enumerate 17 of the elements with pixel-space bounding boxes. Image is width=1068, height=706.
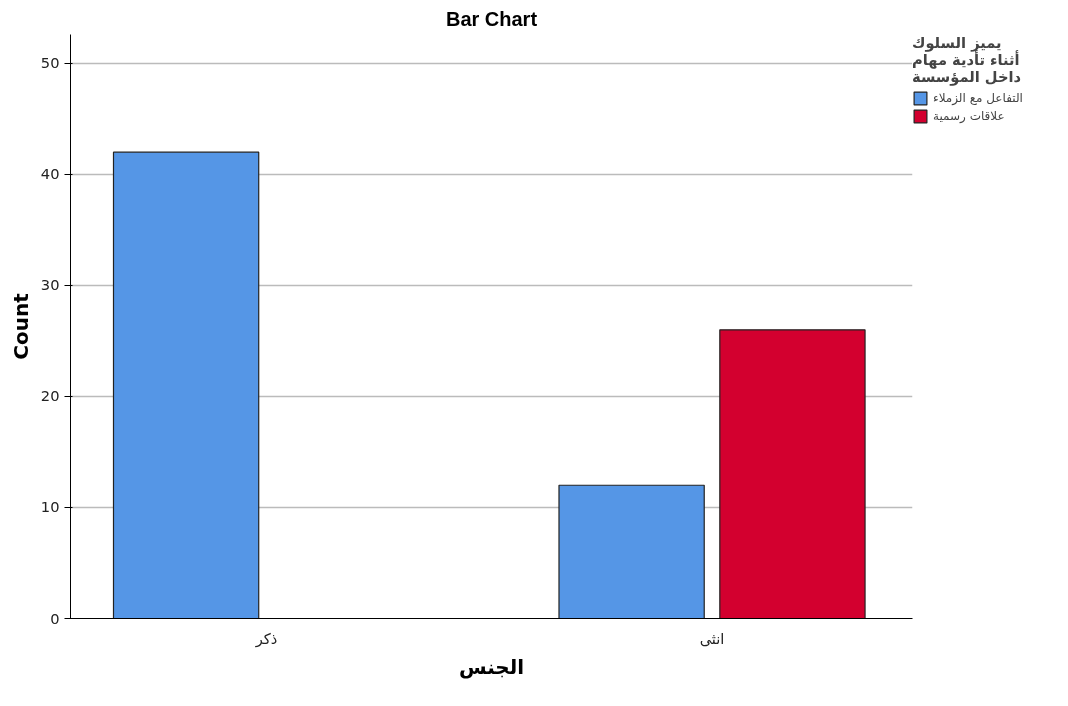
chart-title: Bar Chart — [445, 7, 538, 30]
bar — [558, 484, 705, 619]
legend-label: التفاعل مع الزملاء — [933, 91, 1023, 105]
legend-title: يميز السلوك أثناء تأدية مهام داخل المؤسسة — [912, 34, 1023, 85]
x-tick-label: انثى — [699, 629, 725, 647]
y-tick-label: 40 — [40, 165, 60, 183]
y-axis-title: Count — [8, 292, 33, 360]
legend-label: علاقات رسمية — [933, 109, 1005, 123]
y-tick-label: 0 — [50, 609, 60, 627]
x-axis-title: الجنس — [458, 654, 525, 679]
y-tick-label: 20 — [40, 387, 60, 405]
x-tick-label: ذكر — [254, 629, 278, 648]
bar — [719, 329, 866, 619]
y-tick-label: 30 — [40, 276, 60, 294]
bar — [112, 151, 260, 619]
y-tick-label: 50 — [40, 54, 60, 72]
y-tick-label: 10 — [40, 498, 60, 516]
